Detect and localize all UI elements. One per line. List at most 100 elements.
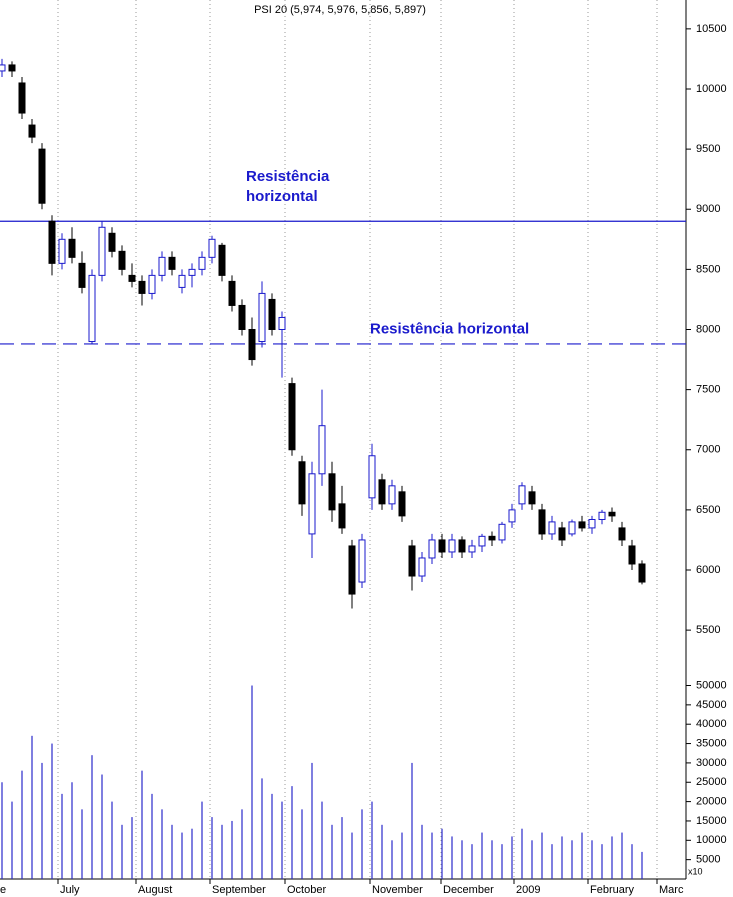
y-tick-label: 35000 [696,737,727,749]
y-tick-label: 5500 [696,624,720,636]
volume-bar [541,832,543,879]
candle-body [278,316,286,330]
candle-body [228,280,236,306]
volume-bar [271,793,273,879]
volume-bar [571,840,573,879]
y-tick-label: 10000 [696,834,727,846]
volume-bar [111,801,113,879]
x-tick-label: July [60,884,80,896]
volume-bar [81,809,83,879]
candle-body [78,262,86,288]
volume-bar [351,832,353,879]
volume-bar [41,762,43,879]
volume-bar [161,809,163,879]
candle-body [518,485,526,505]
candle-body [478,535,486,547]
volume-bar [261,778,263,879]
candle-body [488,535,496,541]
volume-bar [501,844,503,879]
y-tick-label: 10000 [696,83,727,95]
candle-body [108,232,116,252]
candle-body [548,521,556,535]
volume-bar [11,801,13,879]
candle-body [28,124,36,138]
candle-body [98,226,106,276]
candle-body [388,485,396,505]
volume-bar [1,782,3,879]
candle-body [198,256,206,270]
y-tick-label: 50000 [696,679,727,691]
candle-body [398,491,406,517]
volume-bar [371,801,373,879]
chart-title: PSI 20 (5,974, 5,976, 5,856, 5,897) [254,4,426,16]
volume-bar [121,824,123,879]
x-tick-label: August [138,884,172,896]
y-tick-label: 9500 [696,143,720,155]
candle-body [498,523,506,541]
y-tick-label: 8000 [696,323,720,335]
candle-body [178,274,186,288]
annotation: Resistência [246,168,330,185]
candle-body [438,539,446,553]
candle-body [538,509,546,535]
volume-bar [511,836,513,879]
candle-body [8,64,16,72]
candle-body [58,238,66,264]
volume-bar [241,809,243,879]
volume-bar [91,755,93,879]
volume-bar [301,809,303,879]
candle-body [368,455,376,499]
volume-bar [361,809,363,879]
candle-body [578,521,586,529]
y-tick-label: 9000 [696,203,720,215]
candle-body [328,473,336,511]
candle-body [268,298,276,330]
candle-body [0,64,6,72]
candle-body [48,220,56,264]
volume-bar [311,762,313,879]
volume-bar [581,832,583,879]
y-tick-label: 6000 [696,564,720,576]
candle-body [598,511,606,520]
volume-bar [401,832,403,879]
candle-body [138,280,146,294]
volume-bar [51,743,53,879]
candle-body [348,545,356,595]
candle-body [558,527,566,541]
volume-bar [131,817,133,879]
candle-body [288,383,296,451]
volume-bar [321,801,323,879]
candle-body [238,304,246,330]
y-tick-label: 40000 [696,718,727,730]
candle-body [88,274,96,343]
volume-bar [71,782,73,879]
candle-body [208,238,216,258]
x-tick-label: 2009 [516,884,540,896]
candle-body [218,244,226,276]
candle-body [608,511,616,517]
volume-bar [21,770,23,879]
volume-bar [341,817,343,879]
candle-body [618,527,626,541]
y-tick-label: 30000 [696,757,727,769]
volume-bar [211,817,213,879]
candle-body [258,292,266,343]
candle-body [18,82,26,114]
volume-bar [151,793,153,879]
volume-bar [491,840,493,879]
volume-bar [521,828,523,879]
candle-body [628,545,636,565]
candle-body [38,148,46,204]
candle-body [168,256,176,270]
candle-body [298,461,306,505]
volume-bar [191,828,193,879]
y-tick-label: 5000 [696,854,720,866]
candle-body [148,274,156,294]
candle-body [248,328,256,361]
volume-bar [31,735,33,879]
volume-bar [381,824,383,879]
candle-body [448,539,456,553]
x-tick-label: October [287,884,326,896]
volume-bar [331,824,333,879]
